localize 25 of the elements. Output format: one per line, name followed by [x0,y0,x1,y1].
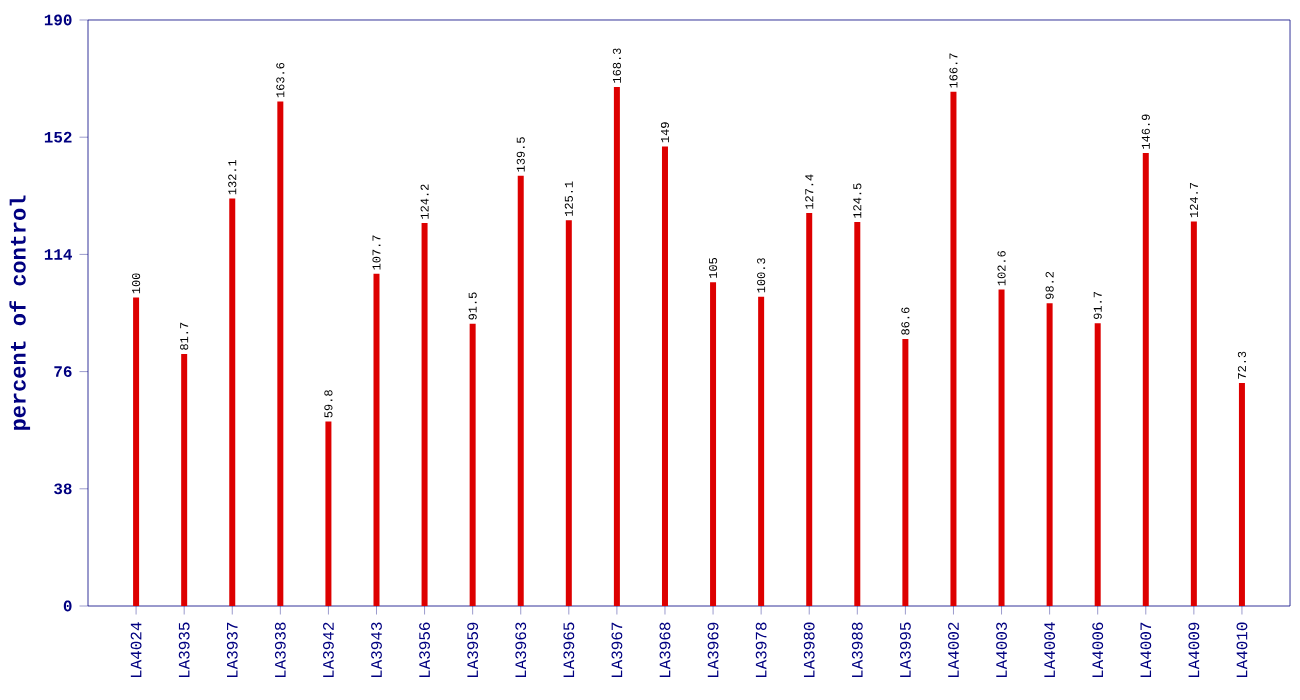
bar [325,421,332,606]
bar [1046,303,1053,606]
bar [133,297,140,606]
bar [277,101,284,606]
bar [758,296,765,606]
y-axis-title: percent of control [9,195,31,430]
bar [902,338,909,606]
bar [1094,323,1101,606]
bar [565,220,572,606]
bar [181,354,188,606]
bar [1142,152,1149,606]
bar [517,175,524,606]
bar [1190,221,1197,606]
bar [806,213,813,606]
bar [661,146,668,606]
bar [229,198,236,606]
bar [710,282,717,606]
bar [854,222,861,606]
bar [1238,383,1245,606]
bar [373,273,380,606]
bar [950,91,957,606]
bar [998,289,1005,606]
bar [421,222,428,606]
bar [469,323,476,606]
bar [613,86,620,606]
